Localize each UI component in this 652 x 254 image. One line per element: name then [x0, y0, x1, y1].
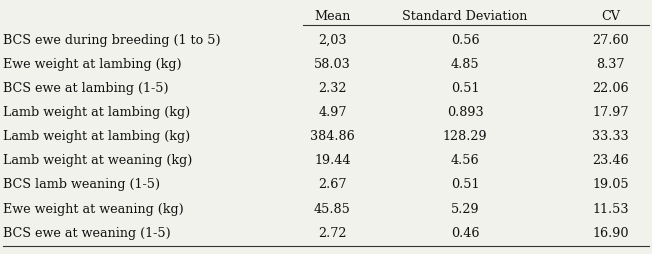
Text: 4.85: 4.85 — [451, 58, 479, 71]
Text: 0.56: 0.56 — [451, 34, 479, 47]
Text: 0.51: 0.51 — [451, 82, 479, 95]
Text: 0.46: 0.46 — [451, 227, 479, 240]
Text: BCS lamb weaning (1-5): BCS lamb weaning (1-5) — [3, 178, 160, 192]
Text: 384.86: 384.86 — [310, 130, 355, 143]
Text: Lamb weight at lambing (kg): Lamb weight at lambing (kg) — [3, 106, 190, 119]
Text: 19.44: 19.44 — [314, 154, 351, 167]
Text: 4.97: 4.97 — [318, 106, 347, 119]
Text: BCS ewe at weaning (1-5): BCS ewe at weaning (1-5) — [3, 227, 171, 240]
Text: 2.72: 2.72 — [318, 227, 347, 240]
Text: 4.56: 4.56 — [451, 154, 479, 167]
Text: 8.37: 8.37 — [596, 58, 625, 71]
Text: Mean: Mean — [314, 10, 351, 23]
Text: 27.60: 27.60 — [592, 34, 629, 47]
Text: 16.90: 16.90 — [592, 227, 629, 240]
Text: 128.29: 128.29 — [443, 130, 487, 143]
Text: BCS ewe at lambing (1-5): BCS ewe at lambing (1-5) — [3, 82, 168, 95]
Text: 0.893: 0.893 — [447, 106, 483, 119]
Text: Lamb weight at weaning (kg): Lamb weight at weaning (kg) — [3, 154, 192, 167]
Text: 11.53: 11.53 — [592, 202, 629, 215]
Text: 2.67: 2.67 — [318, 178, 347, 192]
Text: 33.33: 33.33 — [592, 130, 629, 143]
Text: 22.06: 22.06 — [592, 82, 629, 95]
Text: CV: CV — [601, 10, 620, 23]
Text: 19.05: 19.05 — [592, 178, 629, 192]
Text: 23.46: 23.46 — [592, 154, 629, 167]
Text: 0.51: 0.51 — [451, 178, 479, 192]
Text: 58.03: 58.03 — [314, 58, 351, 71]
Text: Ewe weight at weaning (kg): Ewe weight at weaning (kg) — [3, 202, 183, 215]
Text: 17.97: 17.97 — [592, 106, 629, 119]
Text: BCS ewe during breeding (1 to 5): BCS ewe during breeding (1 to 5) — [3, 34, 220, 47]
Text: 2,03: 2,03 — [318, 34, 347, 47]
Text: Lamb weight at lambing (kg): Lamb weight at lambing (kg) — [3, 130, 190, 143]
Text: Standard Deviation: Standard Deviation — [402, 10, 527, 23]
Text: 5.29: 5.29 — [451, 202, 479, 215]
Text: 45.85: 45.85 — [314, 202, 351, 215]
Text: 2.32: 2.32 — [318, 82, 347, 95]
Text: Ewe weight at lambing (kg): Ewe weight at lambing (kg) — [3, 58, 181, 71]
